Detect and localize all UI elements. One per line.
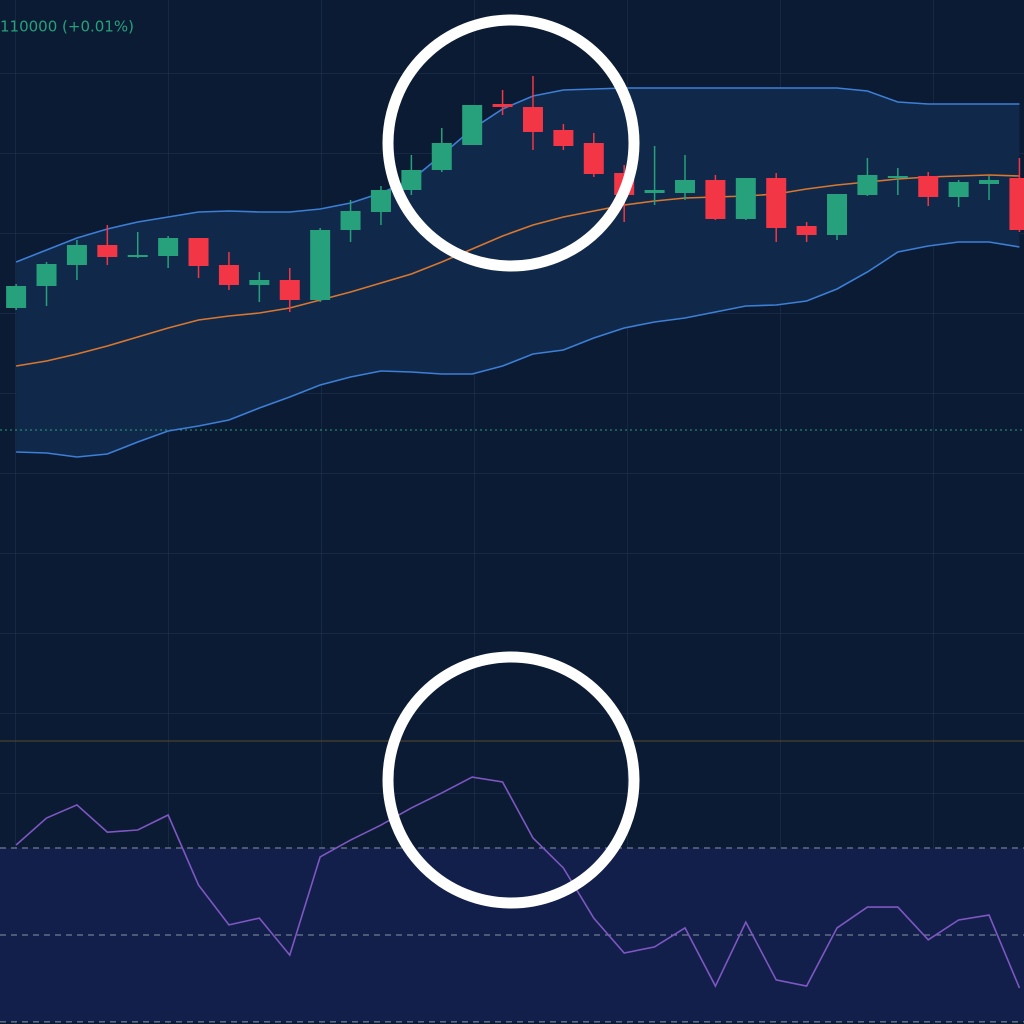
candle-body [735,178,756,219]
band-line [15,174,1020,367]
candle-body [370,190,391,212]
candle-body [522,107,543,132]
candle-body [766,178,787,228]
highlight-circle [382,14,640,272]
candle-body [1009,178,1024,230]
candle-body [553,130,574,146]
candle-body [249,280,270,285]
candle-body [310,230,331,300]
candle-body [158,238,179,256]
candle-body [796,226,817,235]
rsi-line [15,776,1021,989]
band-line [15,87,1020,263]
candle-body [97,245,118,257]
candle-body [827,194,848,235]
candle-body [127,255,148,257]
price-header: 110000 (+0.01%) [0,18,134,36]
candle-body [979,180,1000,184]
candle-body [6,286,27,308]
candle-body [431,143,452,170]
band-line [16,241,1020,458]
plot [0,76,1024,1023]
candle-body [218,265,239,285]
candle-body [492,104,513,107]
candle-body [644,190,665,193]
band-fill [16,88,1020,457]
candle-body [36,264,57,286]
candle-body [674,180,695,193]
candle-body [340,211,361,230]
candle-body [188,238,209,266]
candle-body [948,182,969,197]
candle-body [583,143,604,174]
candle-body [462,105,483,145]
highlight-circle [382,651,640,909]
candle-body [918,176,939,197]
candle-body [401,170,422,190]
candle-body [887,176,908,178]
candle-body [705,180,726,219]
candle-body [857,175,878,195]
candle-body [66,245,87,265]
candle-body [279,280,300,300]
